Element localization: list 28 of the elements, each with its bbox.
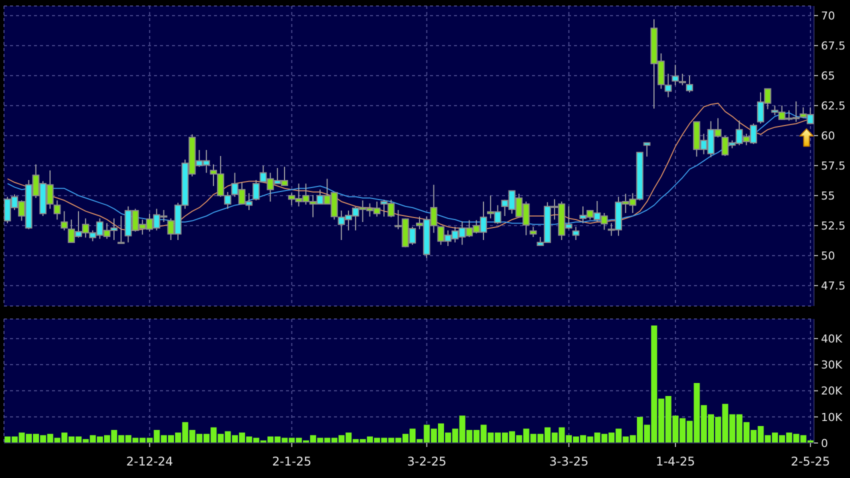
candlestick xyxy=(686,75,694,93)
x-tick-label: 1-4-25 xyxy=(656,454,696,469)
y-tick-label: 40K xyxy=(821,332,843,346)
x-tick-label: 3-2-25 xyxy=(407,454,446,469)
y-tick-label: 30K xyxy=(821,358,843,372)
x-tick-label: 3-3-25 xyxy=(549,454,588,469)
y-tick-label: 52.5 xyxy=(821,220,846,233)
y-tick-label: 65 xyxy=(821,70,835,83)
candlestick xyxy=(118,216,125,244)
y-tick-label: 20K xyxy=(821,384,843,398)
y-tick-label: 50 xyxy=(821,250,835,263)
x-tick-label: 2-5-25 xyxy=(790,454,830,469)
y-tick-label: 62.5 xyxy=(821,100,846,113)
y-tick-label: 57.5 xyxy=(821,160,846,173)
candlestick xyxy=(252,180,260,201)
candlestick xyxy=(572,226,580,240)
x-tick-label: 2-12-24 xyxy=(126,454,174,469)
y-tick-label: 67.5 xyxy=(821,40,846,53)
candlestick xyxy=(530,226,537,238)
y-tick-label: 70 xyxy=(821,10,835,23)
y-tick-label: 0 xyxy=(821,436,828,450)
candlestick xyxy=(54,200,61,220)
candlestick xyxy=(60,210,68,231)
y-tick-label: 55 xyxy=(821,190,835,203)
x-tick-label: 2-1-25 xyxy=(272,454,312,469)
y-tick-label: 47.5 xyxy=(821,280,846,293)
y-tick-label: 60 xyxy=(821,130,835,143)
y-tick-label: 10K xyxy=(821,410,843,424)
